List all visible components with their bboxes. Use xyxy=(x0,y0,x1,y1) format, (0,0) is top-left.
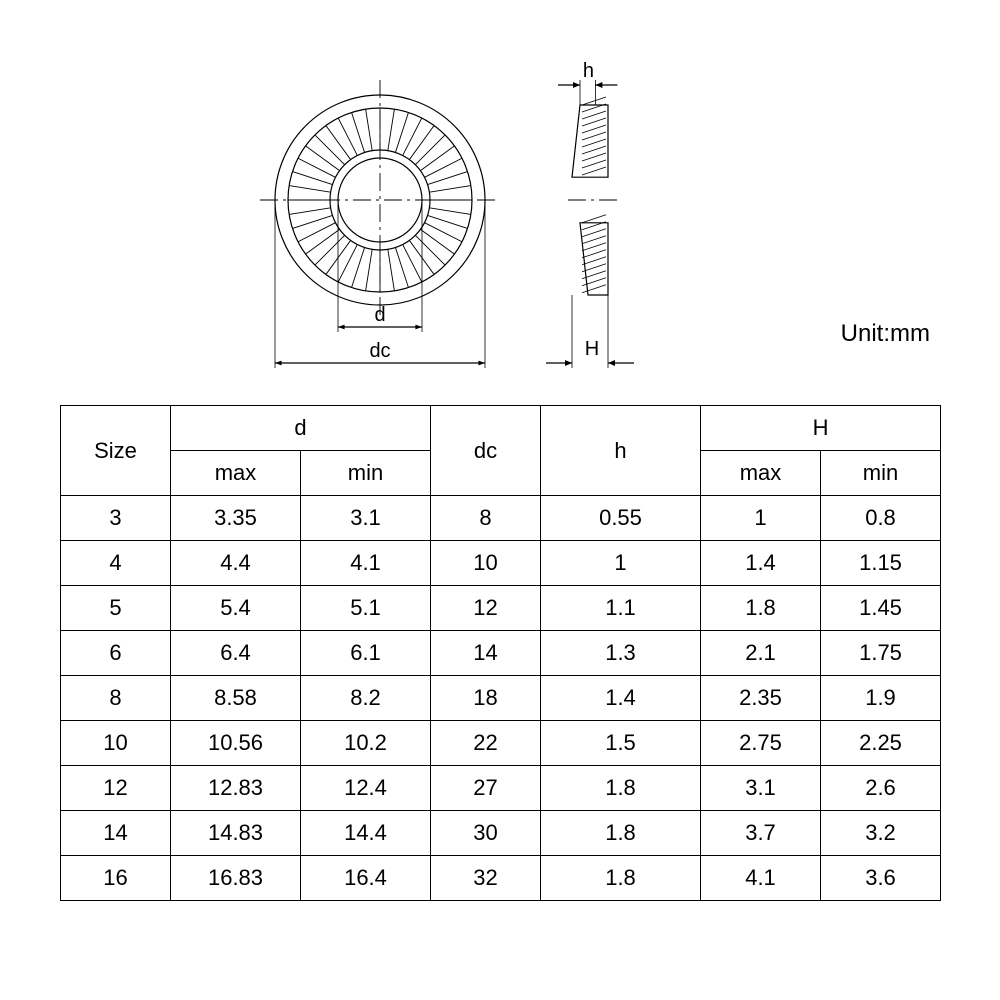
cell-d_min: 5.1 xyxy=(301,586,431,631)
cell-h: 0.55 xyxy=(541,496,701,541)
unit-label: Unit:mm xyxy=(841,320,930,348)
col-d: d xyxy=(171,406,431,451)
cell-d_max: 3.35 xyxy=(171,496,301,541)
col-H: H xyxy=(701,406,941,451)
cell-d_max: 6.4 xyxy=(171,631,301,676)
cell-d_min: 8.2 xyxy=(301,676,431,721)
cell-h: 1.8 xyxy=(541,811,701,856)
cell-d_max: 14.83 xyxy=(171,811,301,856)
cell-h: 1.5 xyxy=(541,721,701,766)
cell-d_max: 10.56 xyxy=(171,721,301,766)
table-row: 66.46.1141.32.11.75 xyxy=(61,631,941,676)
cell-d_min: 16.4 xyxy=(301,856,431,901)
dimension-table: Size d dc h H max min max min 33.353.180… xyxy=(60,405,940,901)
cell-H_min: 1.45 xyxy=(821,586,941,631)
col-d-min: min xyxy=(301,451,431,496)
table-row: 1010.5610.2221.52.752.25 xyxy=(61,721,941,766)
cell-d_min: 12.4 xyxy=(301,766,431,811)
cell-dc: 30 xyxy=(431,811,541,856)
table-row: 88.588.2181.42.351.9 xyxy=(61,676,941,721)
table-row: 1212.8312.4271.83.12.6 xyxy=(61,766,941,811)
cell-size: 4 xyxy=(61,541,171,586)
cell-H_max: 3.1 xyxy=(701,766,821,811)
cell-h: 1.3 xyxy=(541,631,701,676)
cell-d_min: 6.1 xyxy=(301,631,431,676)
cell-size: 16 xyxy=(61,856,171,901)
cell-H_min: 0.8 xyxy=(821,496,941,541)
cell-d_max: 5.4 xyxy=(171,586,301,631)
cell-size: 6 xyxy=(61,631,171,676)
cell-H_max: 3.7 xyxy=(701,811,821,856)
cell-dc: 27 xyxy=(431,766,541,811)
table-row: 1414.8314.4301.83.73.2 xyxy=(61,811,941,856)
svg-text:H: H xyxy=(585,338,599,360)
cell-H_max: 2.1 xyxy=(701,631,821,676)
cell-d_max: 8.58 xyxy=(171,676,301,721)
table-row: 1616.8316.4321.84.13.6 xyxy=(61,856,941,901)
cell-d_min: 10.2 xyxy=(301,721,431,766)
cell-H_min: 3.2 xyxy=(821,811,941,856)
cell-h: 1.1 xyxy=(541,586,701,631)
table-row: 33.353.180.5510.8 xyxy=(61,496,941,541)
cell-H_max: 2.75 xyxy=(701,721,821,766)
cell-dc: 18 xyxy=(431,676,541,721)
cell-dc: 8 xyxy=(431,496,541,541)
cell-H_min: 3.6 xyxy=(821,856,941,901)
col-H-min: min xyxy=(821,451,941,496)
col-dc: dc xyxy=(431,406,541,496)
cell-size: 10 xyxy=(61,721,171,766)
cell-size: 3 xyxy=(61,496,171,541)
cell-d_max: 16.83 xyxy=(171,856,301,901)
cell-H_min: 2.25 xyxy=(821,721,941,766)
cell-dc: 22 xyxy=(431,721,541,766)
col-size: Size xyxy=(61,406,171,496)
svg-text:d: d xyxy=(374,304,385,326)
cell-h: 1.4 xyxy=(541,676,701,721)
cell-d_min: 3.1 xyxy=(301,496,431,541)
cell-h: 1.8 xyxy=(541,766,701,811)
svg-text:dc: dc xyxy=(369,340,390,362)
technical-diagram: d dc h H xyxy=(240,50,760,360)
col-d-max: max xyxy=(171,451,301,496)
cell-dc: 10 xyxy=(431,541,541,586)
cell-H_max: 1.4 xyxy=(701,541,821,586)
cell-H_min: 1.75 xyxy=(821,631,941,676)
cell-H_min: 1.15 xyxy=(821,541,941,586)
cell-H_min: 2.6 xyxy=(821,766,941,811)
col-h: h xyxy=(541,406,701,496)
table-header-row: Size d dc h H xyxy=(61,406,941,451)
cell-size: 5 xyxy=(61,586,171,631)
cell-dc: 14 xyxy=(431,631,541,676)
cell-d_min: 4.1 xyxy=(301,541,431,586)
cell-dc: 12 xyxy=(431,586,541,631)
cell-d_max: 12.83 xyxy=(171,766,301,811)
cell-d_min: 14.4 xyxy=(301,811,431,856)
cell-H_min: 1.9 xyxy=(821,676,941,721)
table-row: 44.44.11011.41.15 xyxy=(61,541,941,586)
cell-dc: 32 xyxy=(431,856,541,901)
cell-size: 8 xyxy=(61,676,171,721)
cell-h: 1.8 xyxy=(541,856,701,901)
col-H-max: max xyxy=(701,451,821,496)
cell-size: 12 xyxy=(61,766,171,811)
cell-H_max: 2.35 xyxy=(701,676,821,721)
cell-H_max: 4.1 xyxy=(701,856,821,901)
cell-size: 14 xyxy=(61,811,171,856)
cell-H_max: 1.8 xyxy=(701,586,821,631)
svg-text:h: h xyxy=(583,60,594,82)
cell-H_max: 1 xyxy=(701,496,821,541)
cell-d_max: 4.4 xyxy=(171,541,301,586)
table-row: 55.45.1121.11.81.45 xyxy=(61,586,941,631)
cell-h: 1 xyxy=(541,541,701,586)
